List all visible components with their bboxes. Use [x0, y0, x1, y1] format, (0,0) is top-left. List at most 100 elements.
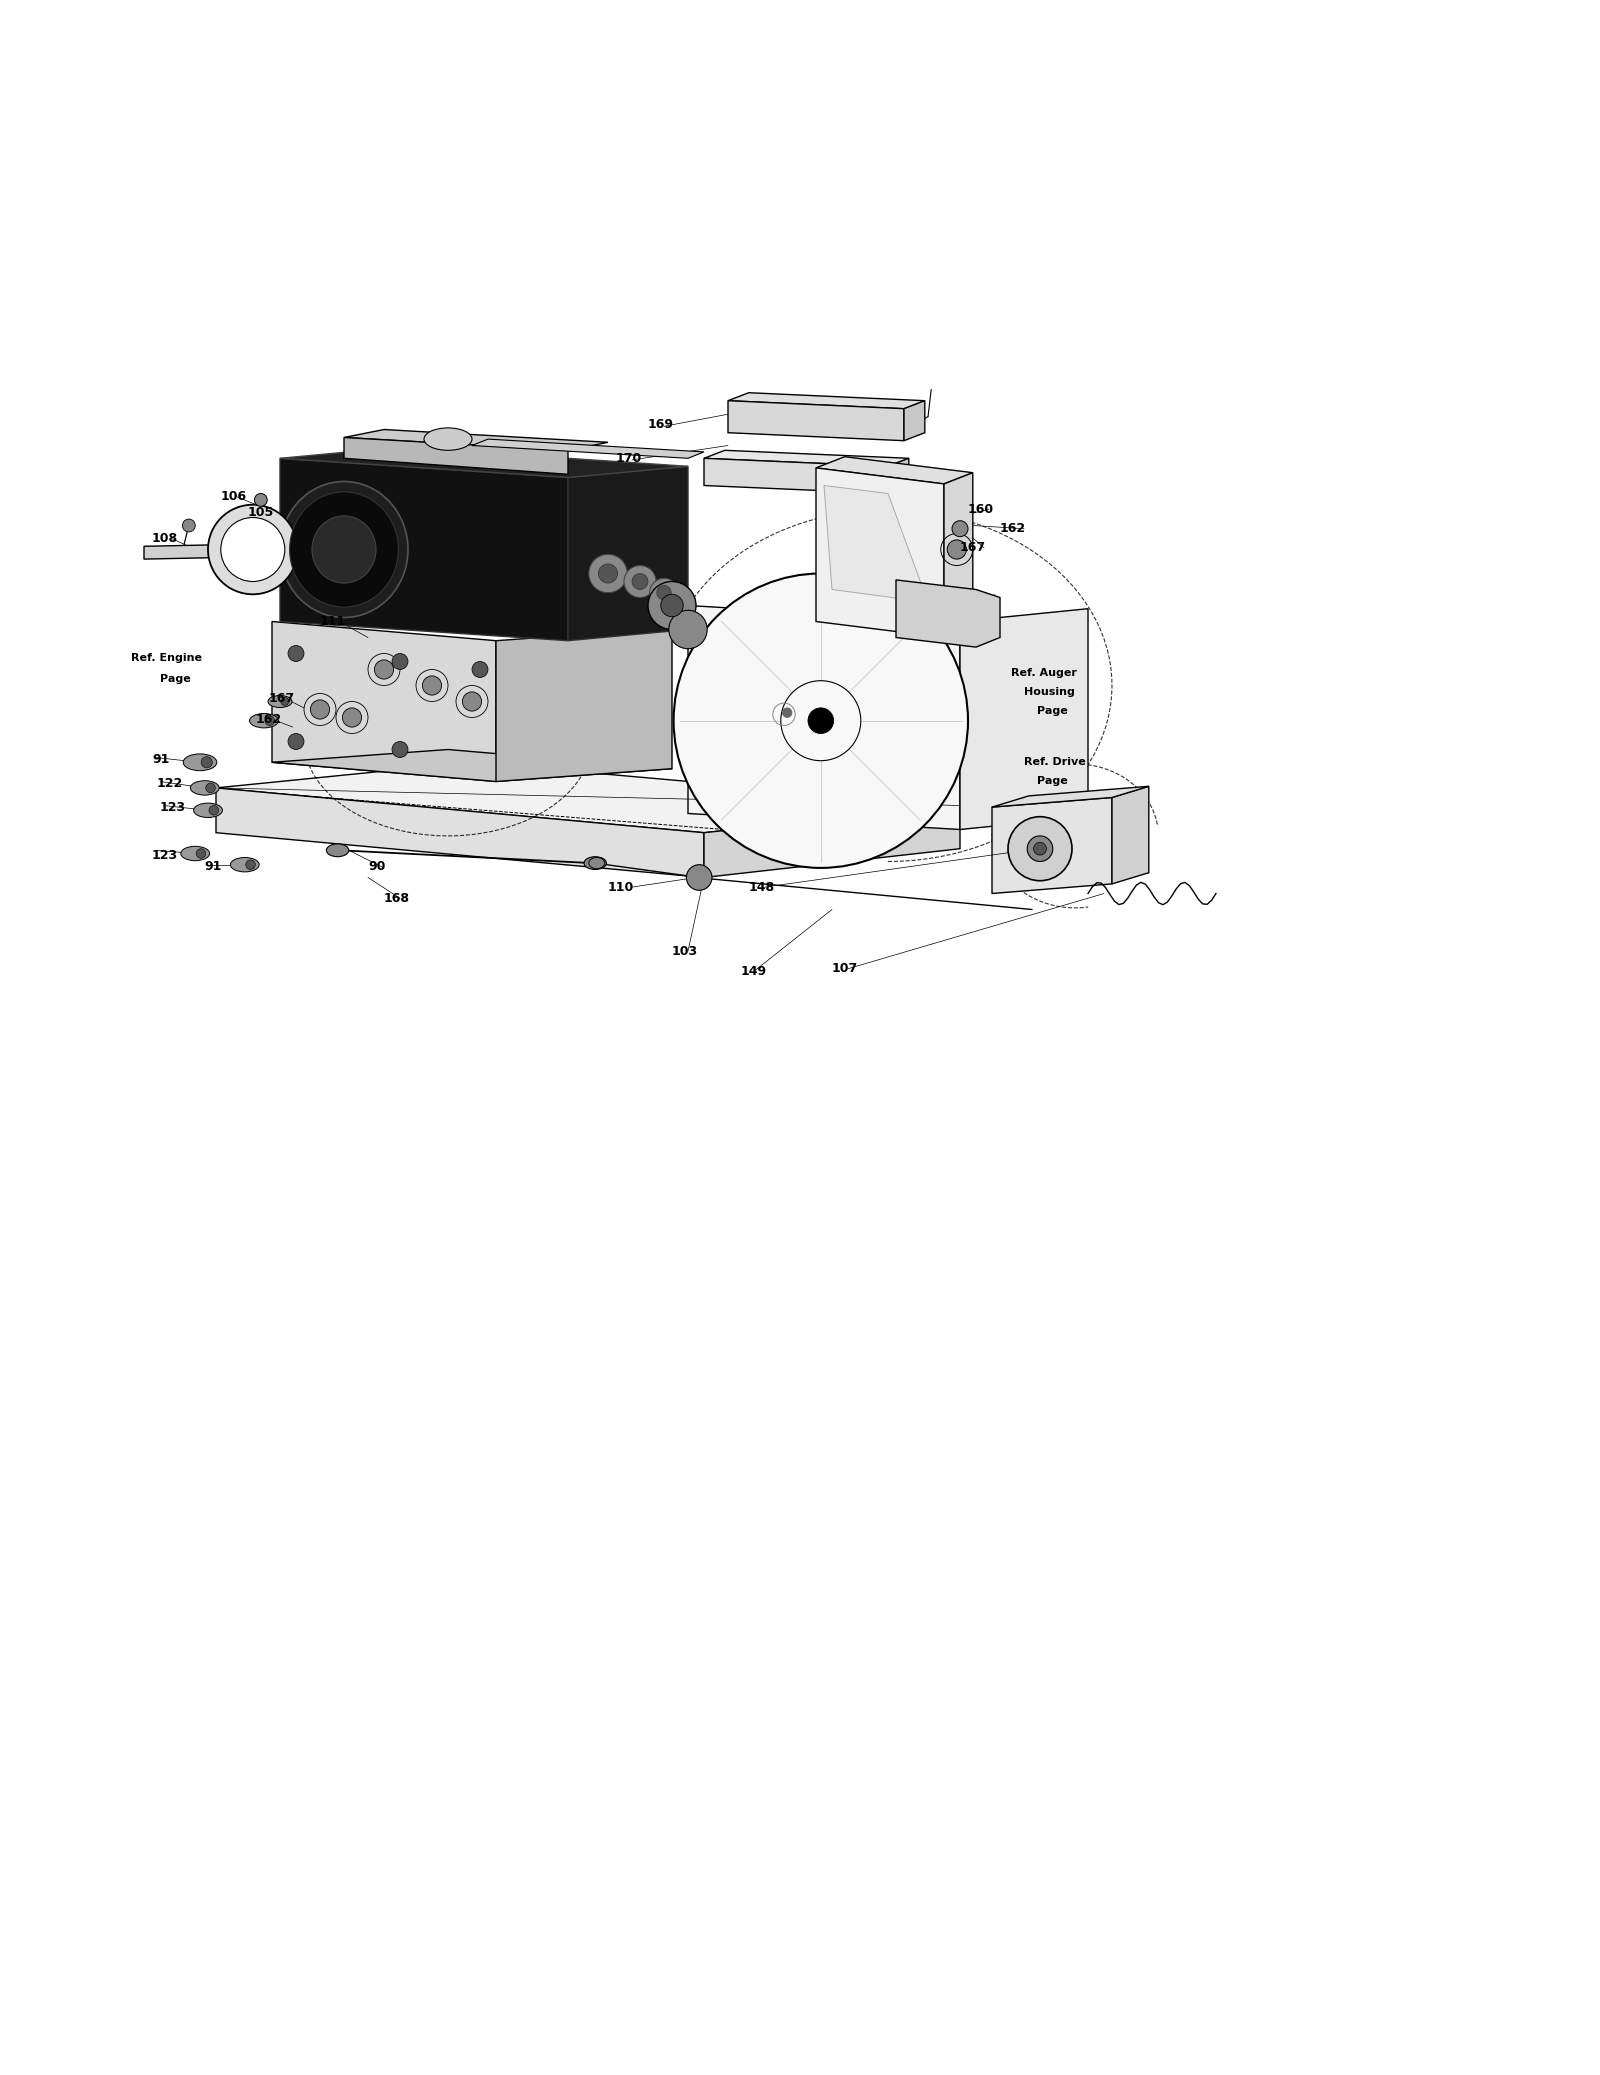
Polygon shape: [568, 467, 688, 641]
Text: 169: 169: [648, 419, 674, 432]
Circle shape: [266, 716, 275, 726]
Circle shape: [656, 585, 672, 600]
Polygon shape: [280, 459, 568, 641]
Circle shape: [472, 662, 488, 679]
Circle shape: [669, 610, 707, 649]
Ellipse shape: [194, 803, 222, 818]
Circle shape: [221, 517, 285, 581]
Circle shape: [1008, 818, 1072, 880]
Circle shape: [288, 645, 304, 662]
Text: 162: 162: [1000, 523, 1026, 535]
Circle shape: [632, 573, 648, 589]
Text: 122: 122: [157, 776, 182, 791]
Ellipse shape: [269, 695, 291, 708]
Polygon shape: [904, 400, 925, 440]
Polygon shape: [704, 459, 888, 494]
Circle shape: [1034, 842, 1046, 855]
Text: Page: Page: [1037, 706, 1067, 716]
Circle shape: [782, 708, 792, 718]
Ellipse shape: [250, 714, 278, 728]
Circle shape: [808, 708, 834, 732]
Ellipse shape: [424, 427, 472, 450]
Polygon shape: [344, 430, 608, 450]
Text: 162: 162: [256, 712, 282, 726]
Text: 123: 123: [160, 801, 186, 813]
Polygon shape: [992, 786, 1149, 807]
Polygon shape: [816, 456, 973, 483]
Circle shape: [947, 540, 966, 558]
Polygon shape: [728, 392, 925, 409]
Circle shape: [374, 660, 394, 679]
Ellipse shape: [290, 492, 398, 608]
Polygon shape: [1112, 786, 1149, 884]
Text: 148: 148: [749, 880, 774, 894]
Circle shape: [589, 554, 627, 593]
Text: 123: 123: [152, 849, 178, 861]
Circle shape: [1027, 836, 1053, 861]
Polygon shape: [704, 805, 960, 878]
Text: Ref. Engine: Ref. Engine: [131, 654, 202, 664]
Polygon shape: [896, 579, 1000, 647]
Circle shape: [246, 859, 256, 869]
Text: 91: 91: [152, 753, 170, 766]
Circle shape: [952, 521, 968, 537]
Polygon shape: [816, 467, 944, 637]
Text: 107: 107: [832, 963, 858, 975]
Ellipse shape: [182, 753, 218, 770]
Polygon shape: [216, 762, 960, 832]
Text: 168: 168: [384, 892, 410, 905]
Polygon shape: [960, 608, 1088, 830]
Ellipse shape: [326, 845, 349, 857]
Ellipse shape: [181, 847, 210, 861]
Text: Page: Page: [160, 674, 190, 685]
Polygon shape: [144, 546, 221, 558]
Circle shape: [686, 865, 712, 890]
Polygon shape: [272, 622, 496, 782]
Circle shape: [392, 741, 408, 757]
Polygon shape: [992, 797, 1112, 894]
Circle shape: [624, 566, 656, 598]
Ellipse shape: [312, 517, 376, 583]
Text: 103: 103: [672, 944, 698, 957]
Text: 91: 91: [205, 859, 222, 874]
Polygon shape: [216, 788, 704, 878]
Text: 167: 167: [269, 691, 294, 706]
Text: 106: 106: [221, 490, 246, 504]
Ellipse shape: [280, 481, 408, 618]
Polygon shape: [272, 749, 672, 782]
Polygon shape: [496, 629, 672, 782]
Polygon shape: [824, 486, 928, 602]
Polygon shape: [472, 440, 704, 459]
Text: 149: 149: [741, 965, 766, 979]
Text: Page: Page: [1037, 776, 1067, 786]
Ellipse shape: [230, 857, 259, 871]
Text: 105: 105: [248, 506, 274, 519]
Text: Ref. Auger: Ref. Auger: [1011, 668, 1077, 679]
Text: 160: 160: [968, 502, 994, 517]
Circle shape: [202, 757, 213, 768]
Circle shape: [661, 593, 683, 616]
Text: 167: 167: [960, 542, 986, 554]
Text: 110: 110: [608, 880, 634, 894]
Text: 111: 111: [320, 614, 346, 629]
Circle shape: [206, 782, 216, 793]
Circle shape: [648, 581, 696, 629]
Circle shape: [462, 691, 482, 712]
Ellipse shape: [589, 857, 605, 869]
Circle shape: [342, 708, 362, 726]
Circle shape: [210, 805, 219, 815]
Text: 90: 90: [368, 859, 386, 874]
Text: 108: 108: [152, 531, 178, 546]
Polygon shape: [280, 446, 688, 477]
Circle shape: [598, 564, 618, 583]
Circle shape: [674, 573, 968, 867]
Circle shape: [254, 494, 267, 506]
Circle shape: [288, 732, 304, 749]
Text: 170: 170: [616, 452, 642, 465]
Circle shape: [182, 519, 195, 531]
Circle shape: [392, 654, 408, 670]
Circle shape: [208, 504, 298, 593]
Circle shape: [422, 676, 442, 695]
Circle shape: [310, 699, 330, 720]
Polygon shape: [344, 438, 568, 475]
